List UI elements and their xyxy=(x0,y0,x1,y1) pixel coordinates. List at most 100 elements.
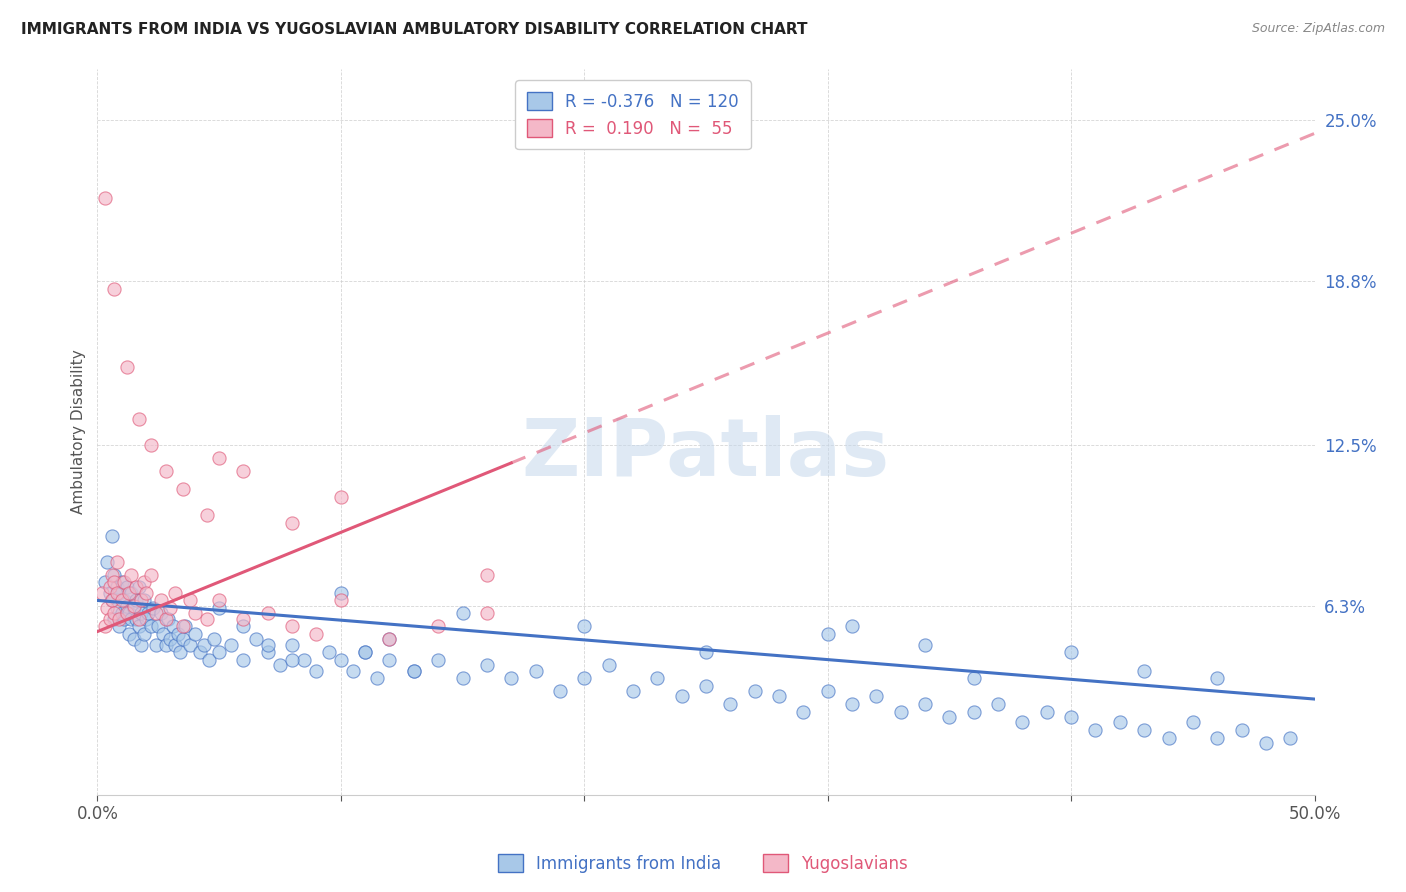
Point xyxy=(129,638,152,652)
Point xyxy=(792,705,814,719)
Point xyxy=(1060,710,1083,724)
Point xyxy=(195,508,218,522)
Point xyxy=(1230,723,1253,738)
Point xyxy=(132,593,155,607)
Point xyxy=(128,412,150,426)
Point xyxy=(329,653,352,667)
Point xyxy=(115,599,138,613)
Point xyxy=(120,612,142,626)
Point xyxy=(179,593,201,607)
Point xyxy=(1084,723,1107,738)
Point xyxy=(111,607,134,621)
Point xyxy=(193,638,215,652)
Point xyxy=(232,653,254,667)
Point xyxy=(118,585,141,599)
Point xyxy=(548,684,571,698)
Point xyxy=(105,555,128,569)
Point xyxy=(159,601,181,615)
Point xyxy=(195,612,218,626)
Point xyxy=(91,585,114,599)
Point xyxy=(354,645,377,659)
Point xyxy=(115,359,138,374)
Point xyxy=(156,612,179,626)
Point xyxy=(963,705,986,719)
Point xyxy=(159,632,181,647)
Point xyxy=(96,601,118,615)
Point xyxy=(475,567,498,582)
Point xyxy=(1206,731,1229,745)
Point xyxy=(645,671,668,685)
Point xyxy=(125,581,148,595)
Point xyxy=(305,627,328,641)
Point xyxy=(451,607,474,621)
Point xyxy=(208,601,231,615)
Point xyxy=(93,575,115,590)
Point xyxy=(172,632,194,647)
Point xyxy=(188,645,211,659)
Point xyxy=(1279,731,1302,745)
Point xyxy=(718,698,741,712)
Point xyxy=(105,585,128,599)
Point xyxy=(145,607,167,621)
Point xyxy=(103,612,125,626)
Point xyxy=(179,638,201,652)
Point xyxy=(148,619,170,633)
Point xyxy=(112,575,135,590)
Point xyxy=(1011,715,1033,730)
Point xyxy=(105,601,128,615)
Point xyxy=(475,658,498,673)
Point xyxy=(1181,715,1204,730)
Point xyxy=(118,607,141,621)
Point xyxy=(172,619,194,633)
Point xyxy=(103,607,125,621)
Point xyxy=(120,585,142,599)
Point xyxy=(232,619,254,633)
Point xyxy=(174,619,197,633)
Point xyxy=(621,684,644,698)
Legend: Immigrants from India, Yugoslavians: Immigrants from India, Yugoslavians xyxy=(491,847,915,880)
Point xyxy=(281,619,304,633)
Point xyxy=(427,653,450,667)
Point xyxy=(139,619,162,633)
Point xyxy=(1133,723,1156,738)
Point xyxy=(1157,731,1180,745)
Point xyxy=(329,585,352,599)
Point xyxy=(963,671,986,685)
Point xyxy=(142,601,165,615)
Point xyxy=(93,191,115,205)
Point xyxy=(98,612,121,626)
Point xyxy=(122,601,145,615)
Point xyxy=(128,612,150,626)
Point xyxy=(1133,664,1156,678)
Point xyxy=(145,638,167,652)
Point xyxy=(132,575,155,590)
Point xyxy=(103,282,125,296)
Point xyxy=(155,612,177,626)
Point xyxy=(139,438,162,452)
Point xyxy=(841,698,863,712)
Point xyxy=(938,710,960,724)
Point xyxy=(366,671,388,685)
Point xyxy=(817,684,839,698)
Point xyxy=(139,567,162,582)
Point xyxy=(155,638,177,652)
Text: ZIPatlas: ZIPatlas xyxy=(522,415,890,492)
Point xyxy=(1036,705,1059,719)
Point xyxy=(120,567,142,582)
Point xyxy=(183,627,205,641)
Point xyxy=(108,585,131,599)
Point xyxy=(695,679,717,693)
Point xyxy=(1060,645,1083,659)
Point xyxy=(232,612,254,626)
Point xyxy=(135,585,157,599)
Point xyxy=(342,664,364,678)
Legend: R = -0.376   N = 120, R =  0.190   N =  55: R = -0.376 N = 120, R = 0.190 N = 55 xyxy=(515,80,751,150)
Point xyxy=(105,581,128,595)
Point xyxy=(208,593,231,607)
Point xyxy=(598,658,620,673)
Point xyxy=(475,607,498,621)
Point xyxy=(202,632,225,647)
Point xyxy=(281,638,304,652)
Point xyxy=(524,664,547,678)
Point xyxy=(96,555,118,569)
